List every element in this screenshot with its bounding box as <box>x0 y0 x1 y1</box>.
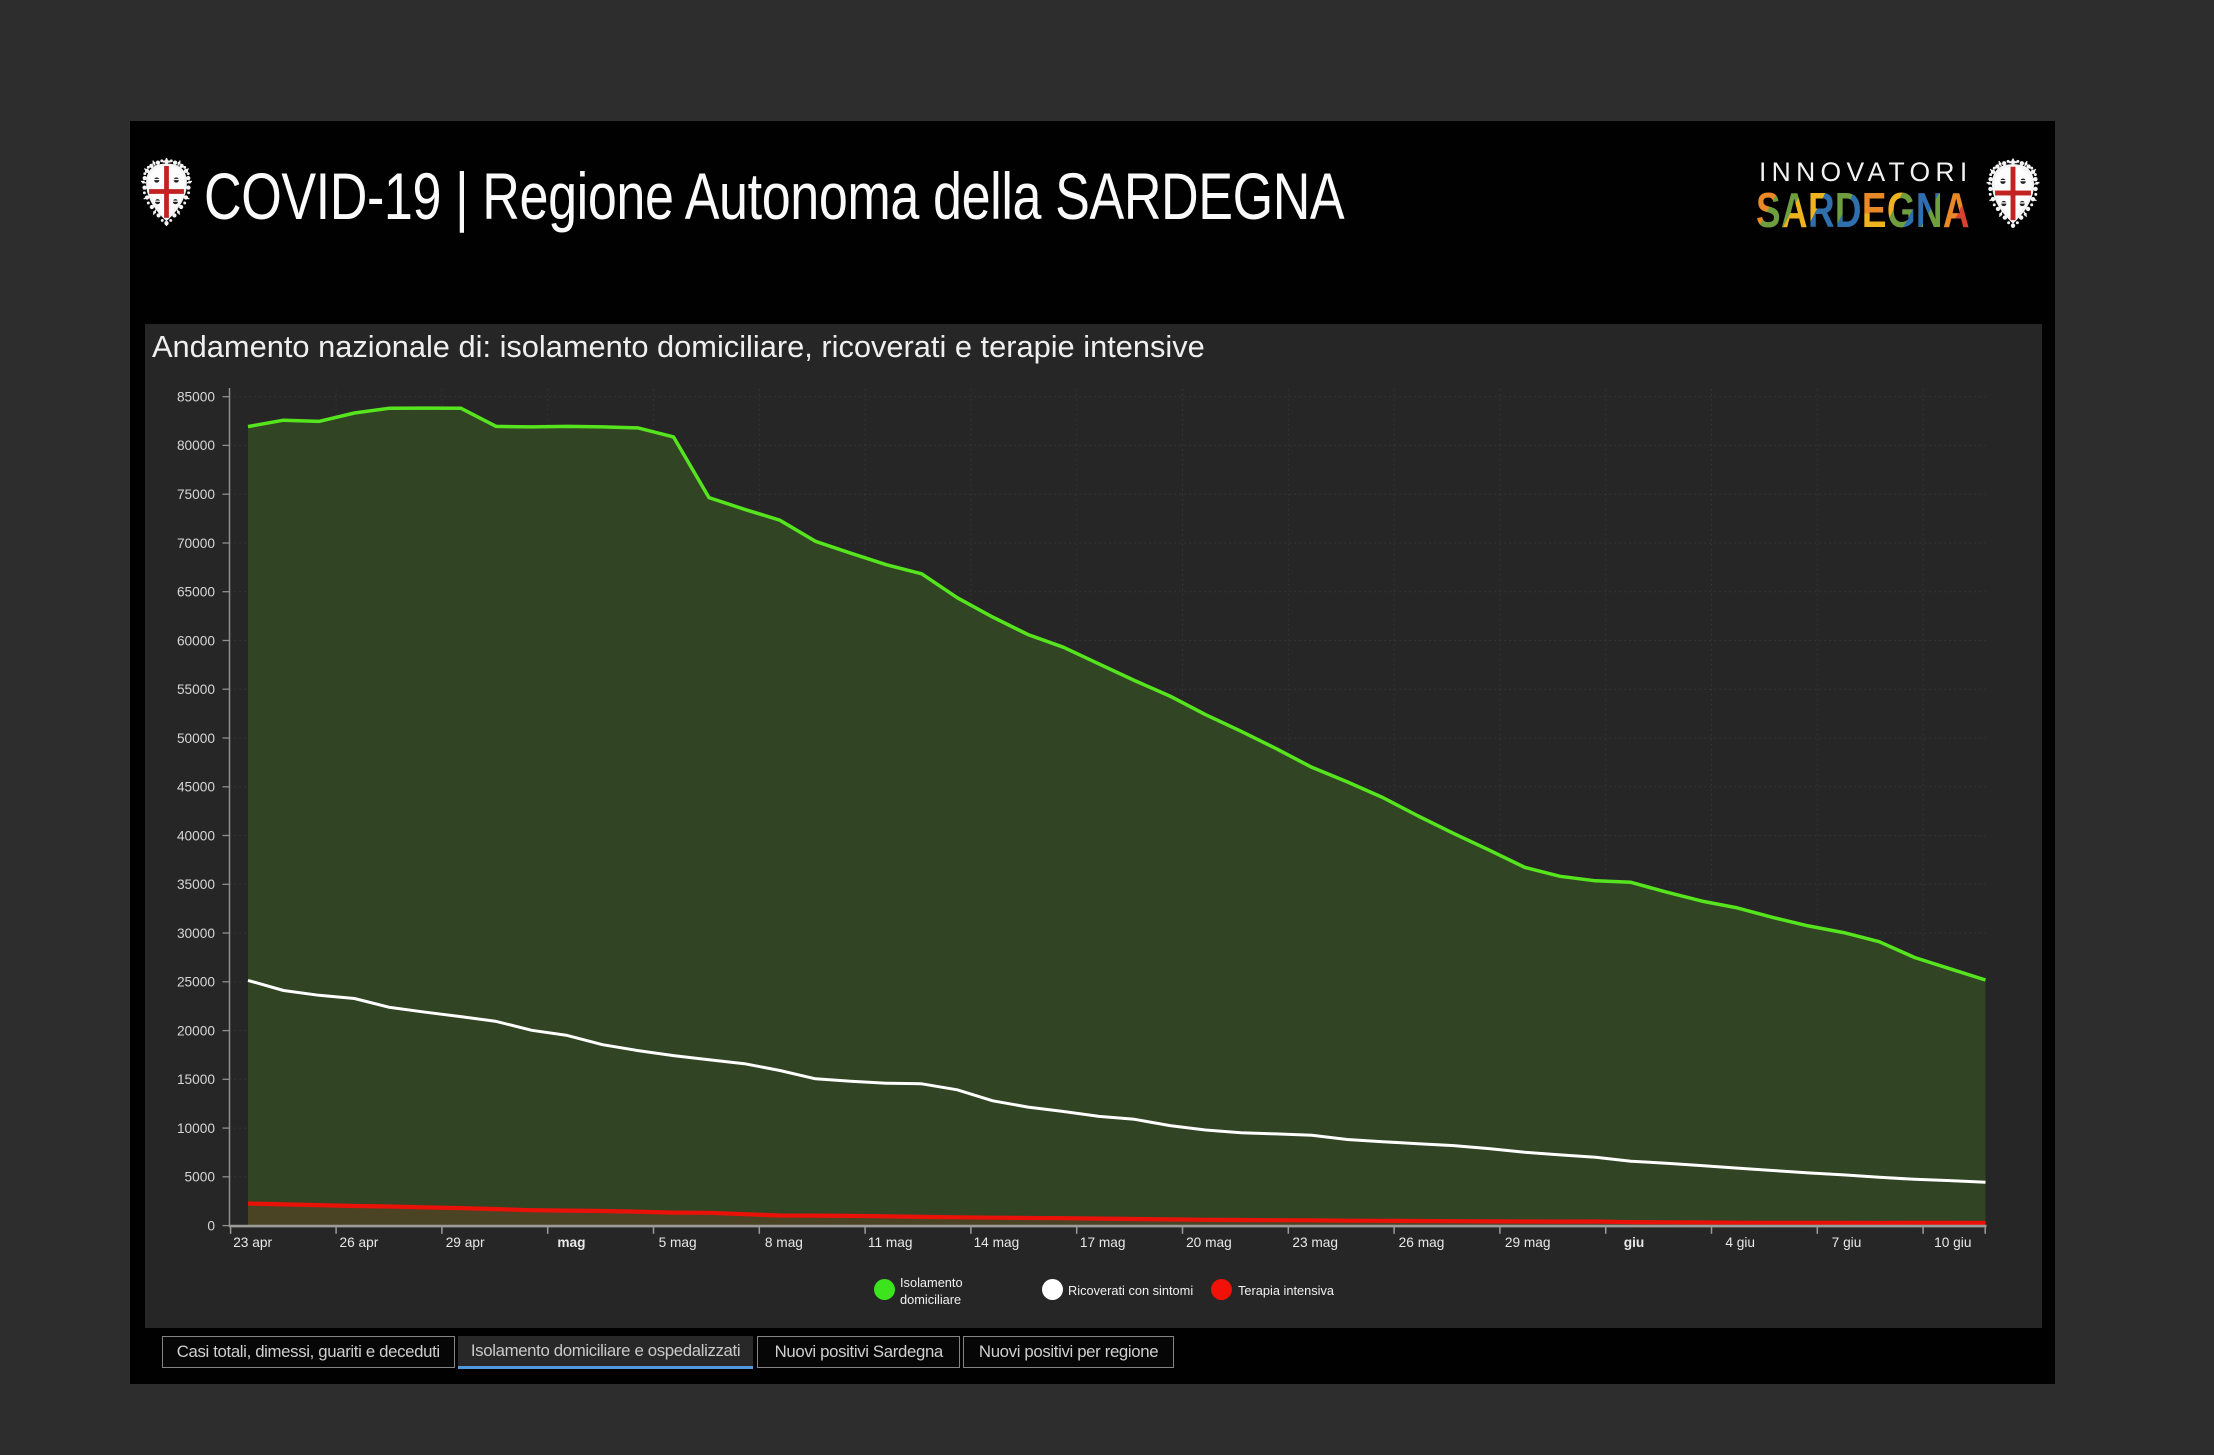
svg-text:25000: 25000 <box>177 975 215 990</box>
svg-text:10 giu: 10 giu <box>1934 1235 1971 1250</box>
svg-text:85000: 85000 <box>177 390 215 405</box>
svg-text:80000: 80000 <box>177 438 215 453</box>
svg-text:26 apr: 26 apr <box>339 1235 378 1250</box>
svg-text:10000: 10000 <box>177 1121 215 1136</box>
svg-text:23 apr: 23 apr <box>233 1235 272 1250</box>
svg-text:30000: 30000 <box>177 926 215 941</box>
svg-text:60000: 60000 <box>177 633 215 648</box>
svg-text:15000: 15000 <box>177 1072 215 1087</box>
svg-text:40000: 40000 <box>177 828 215 843</box>
svg-text:11 mag: 11 mag <box>868 1235 913 1250</box>
svg-text:29 apr: 29 apr <box>446 1235 485 1250</box>
svg-text:5000: 5000 <box>185 1170 216 1185</box>
svg-text:29 mag: 29 mag <box>1505 1235 1551 1250</box>
svg-text:65000: 65000 <box>177 585 215 600</box>
svg-text:35000: 35000 <box>177 877 215 892</box>
svg-text:20 mag: 20 mag <box>1186 1235 1232 1250</box>
svg-text:26 mag: 26 mag <box>1399 1235 1445 1250</box>
svg-text:8 mag: 8 mag <box>765 1235 803 1250</box>
svg-text:17 mag: 17 mag <box>1080 1235 1126 1250</box>
svg-text:mag: mag <box>557 1235 585 1250</box>
svg-text:4 giu: 4 giu <box>1725 1235 1755 1250</box>
svg-text:giu: giu <box>1624 1235 1645 1250</box>
svg-text:45000: 45000 <box>177 780 215 795</box>
svg-text:7 giu: 7 giu <box>1832 1235 1862 1250</box>
svg-text:75000: 75000 <box>177 487 215 502</box>
svg-text:5 mag: 5 mag <box>659 1235 697 1250</box>
svg-text:20000: 20000 <box>177 1023 215 1038</box>
svg-text:70000: 70000 <box>177 536 215 551</box>
svg-text:50000: 50000 <box>177 731 215 746</box>
svg-text:23 mag: 23 mag <box>1292 1235 1338 1250</box>
svg-text:0: 0 <box>207 1218 215 1233</box>
svg-text:55000: 55000 <box>177 682 215 697</box>
svg-text:14 mag: 14 mag <box>974 1235 1020 1250</box>
